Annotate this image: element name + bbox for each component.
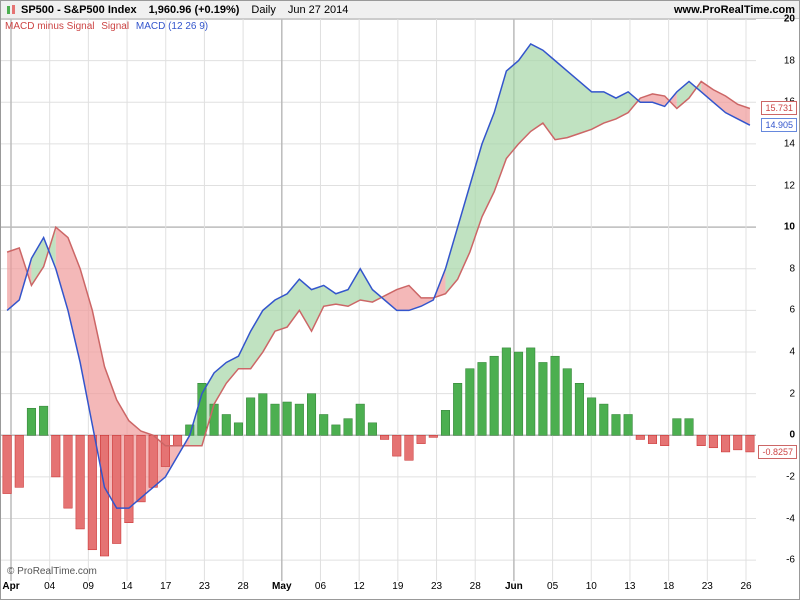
y-tick: 8 [789, 263, 795, 274]
x-tick: Jun [505, 581, 523, 592]
legend-signal: Signal [101, 21, 129, 32]
x-tick: 06 [315, 581, 326, 592]
x-tick: 19 [392, 581, 403, 592]
y-tick: 2 [789, 388, 795, 399]
chart-container: SP500 - S&P500 Index 1,960.96 (+0.19%) D… [0, 0, 800, 600]
y-tick: 18 [784, 55, 795, 66]
y-tick: -4 [786, 513, 795, 524]
x-tick: 18 [663, 581, 674, 592]
chart-svg [1, 19, 756, 581]
x-tick: 12 [354, 581, 365, 592]
x-tick: 23 [702, 581, 713, 592]
brand-label: www.ProRealTime.com [674, 4, 795, 16]
date-label: Jun 27 2014 [288, 4, 349, 16]
y-tick: -2 [786, 471, 795, 482]
x-tick: 05 [547, 581, 558, 592]
x-tick: Apr [2, 581, 19, 592]
x-tick: 14 [121, 581, 132, 592]
symbol-title: SP500 - S&P500 Index [21, 4, 137, 16]
x-tick: 04 [44, 581, 55, 592]
x-tick: 23 [199, 581, 210, 592]
y-tick: 14 [784, 138, 795, 149]
chart-legend: MACD minus Signal Signal MACD (12 26 9) [5, 21, 212, 32]
price-value: 1,960.96 (+0.19%) [149, 4, 240, 16]
legend-macd: MACD (12 26 9) [136, 21, 208, 32]
value-label: 14.905 [761, 118, 797, 132]
plot-area[interactable] [1, 19, 754, 579]
y-tick: 6 [789, 305, 795, 316]
x-tick: 10 [586, 581, 597, 592]
interval-label: Daily [251, 4, 275, 16]
y-tick: 4 [789, 347, 795, 358]
y-axis: -6-4-20246810121416182015.73114.905-0.82… [754, 19, 799, 579]
header-left: SP500 - S&P500 Index 1,960.96 (+0.19%) D… [5, 4, 348, 16]
candle-icon [5, 4, 17, 16]
watermark: © ProRealTime.com [7, 566, 97, 577]
y-tick: 0 [789, 430, 795, 441]
value-label: 15.731 [761, 101, 797, 115]
y-tick: 12 [784, 180, 795, 191]
x-tick: 09 [83, 581, 94, 592]
x-axis: Apr 04 09 14 17 23 28 May 06 12 19 23 28 Jun 05 10 13 18 2… [1, 579, 754, 599]
value-label: -0.8257 [758, 445, 797, 459]
chart-header: SP500 - S&P500 Index 1,960.96 (+0.19%) D… [1, 1, 799, 19]
y-tick: 10 [784, 222, 795, 233]
x-tick: 28 [470, 581, 481, 592]
y-tick: 20 [784, 14, 795, 25]
x-tick: 23 [431, 581, 442, 592]
x-tick: 13 [624, 581, 635, 592]
x-tick: 28 [238, 581, 249, 592]
y-tick: -6 [786, 555, 795, 566]
legend-histogram: MACD minus Signal [5, 21, 94, 32]
x-tick: May [272, 581, 291, 592]
x-tick: 26 [740, 581, 751, 592]
x-tick: 17 [160, 581, 171, 592]
